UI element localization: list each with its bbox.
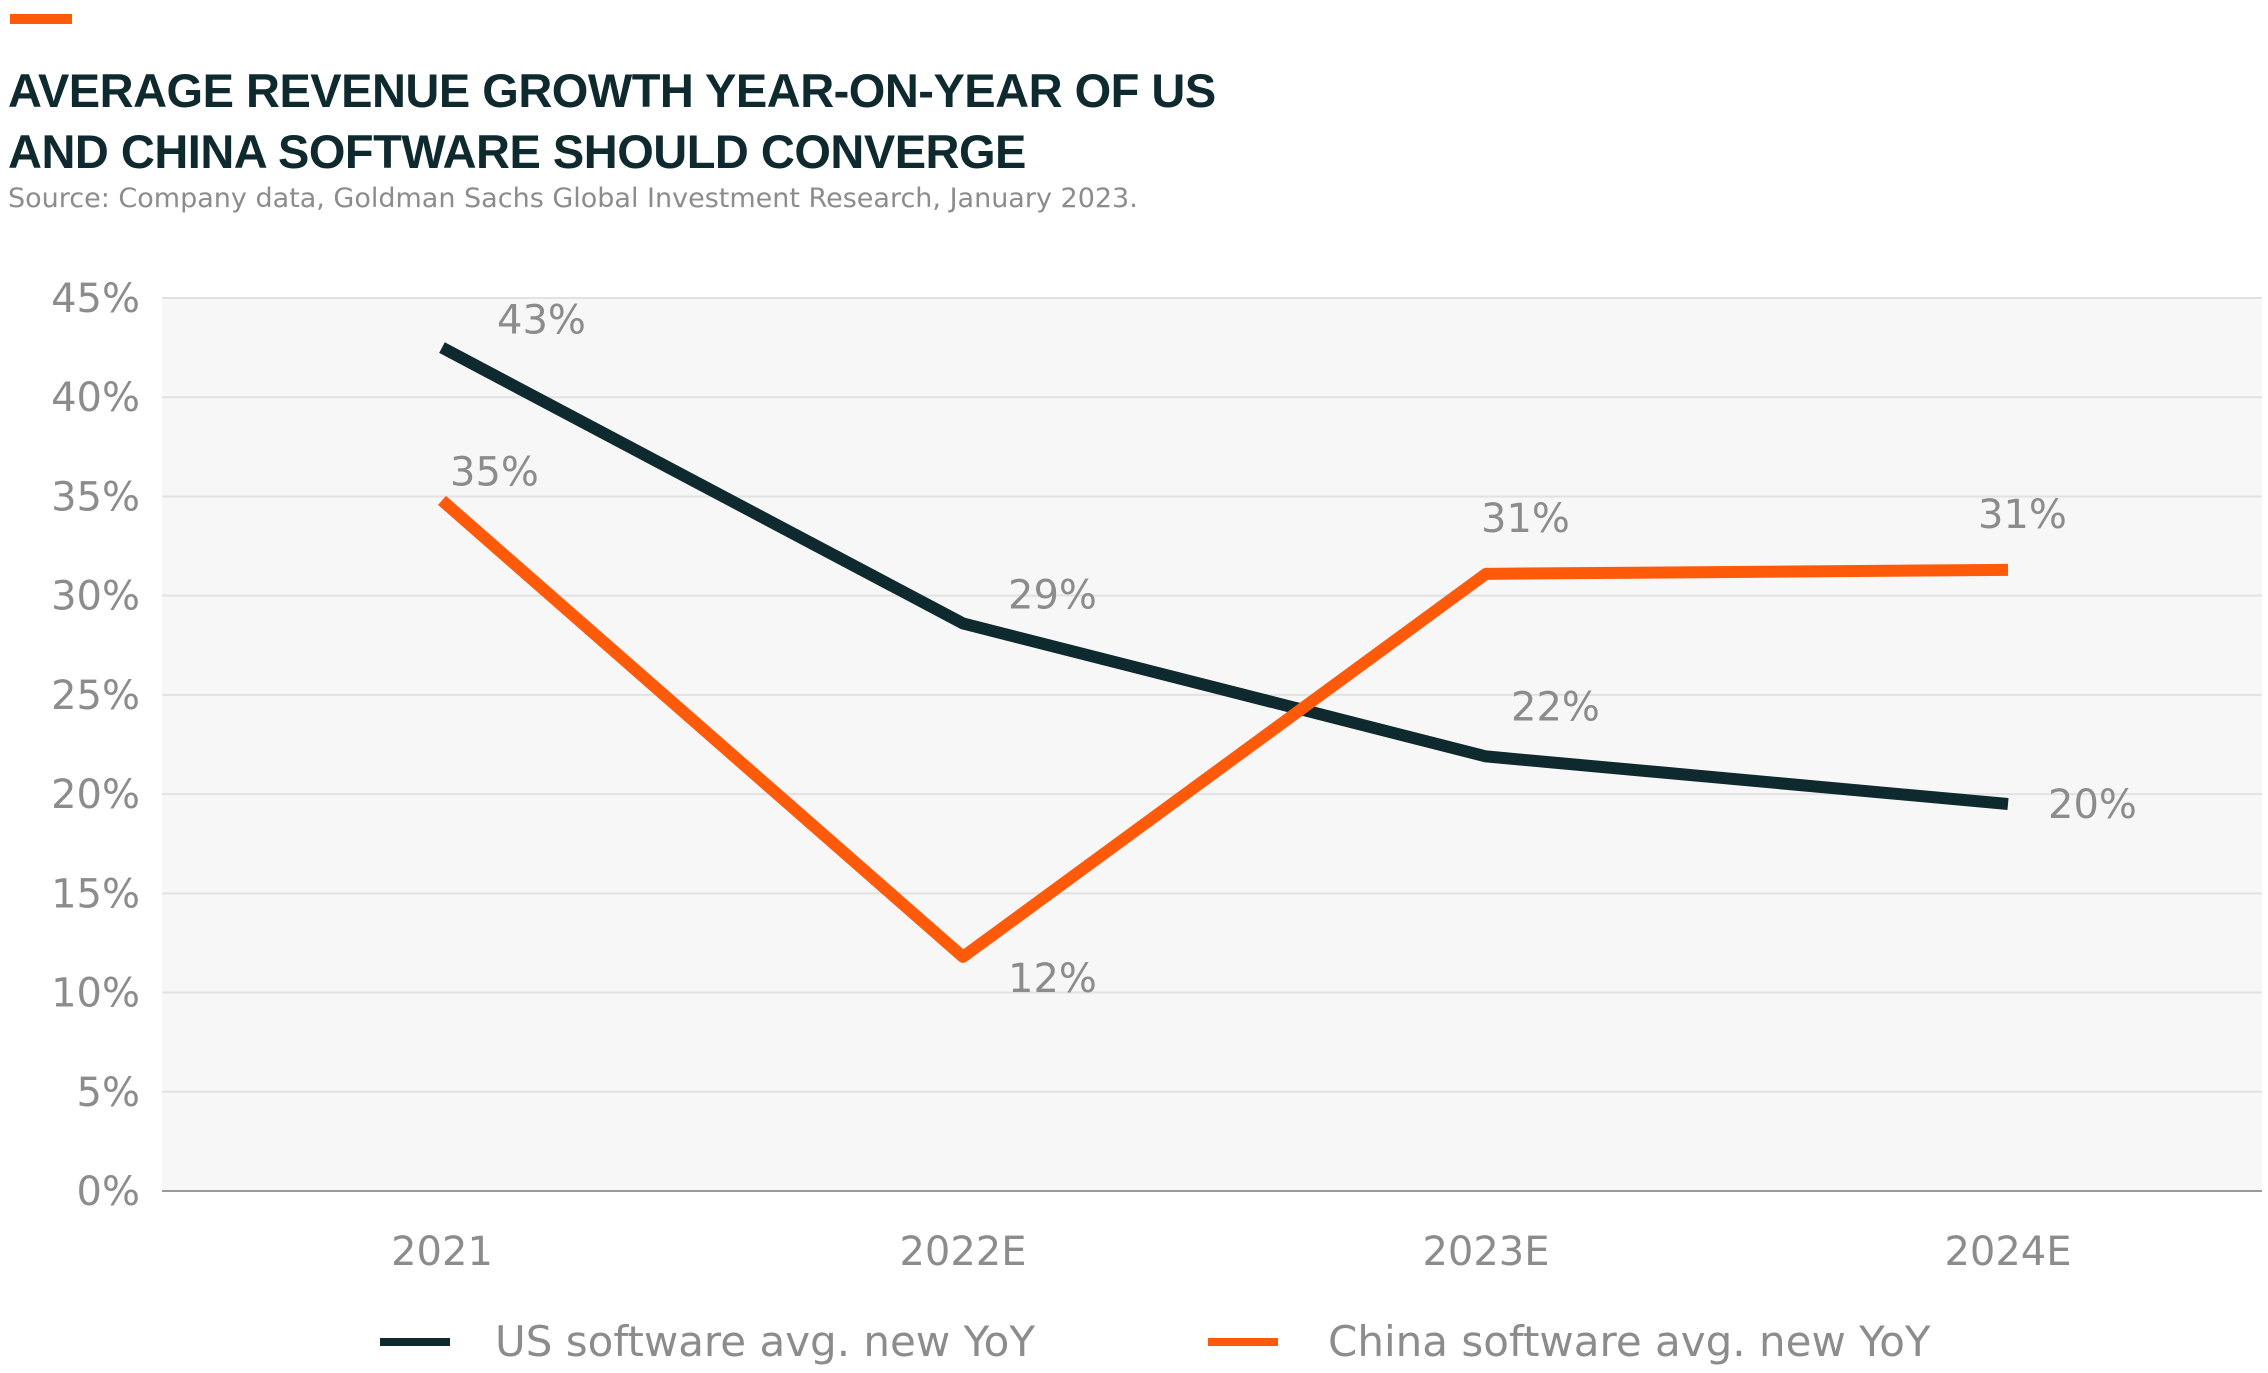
china-data-label: 35% [450, 449, 539, 495]
us-data-label: 22% [1511, 684, 1600, 730]
series-lines [438, 342, 2009, 963]
china-data-label: 12% [1008, 956, 1097, 1002]
y-tick-label: 40% [51, 375, 140, 421]
y-tick-label: 35% [51, 474, 140, 520]
chart-title-line-2: AND CHINA SOFTWARE SHOULD CONVERGE [8, 125, 1026, 178]
y-tick-label: 10% [51, 971, 140, 1017]
y-tick-label: 20% [51, 772, 140, 818]
us-data-label: 29% [1008, 572, 1097, 618]
chart-title: AVERAGE REVENUE GROWTH YEAR-ON-YEAR OF U… [8, 60, 1408, 182]
data-labels: 43% 29% 22% 20% 35% 12% 31% 31% [450, 298, 2137, 1002]
plot-background [162, 298, 2262, 1191]
chart-source: Source: Company data, Goldman Sachs Glob… [8, 183, 1138, 214]
legend-label-china: China software avg. new YoY [1328, 1317, 1931, 1366]
legend-label-us: US software avg. new YoY [495, 1317, 1035, 1366]
x-tick-label: 2022E [899, 1229, 1026, 1275]
x-tick-label: 2021 [391, 1229, 493, 1275]
y-tick-label: 5% [77, 1070, 140, 1116]
china-data-label: 31% [1481, 496, 1570, 542]
china-data-label: 31% [1978, 492, 2067, 538]
y-tick-label: 15% [51, 871, 140, 917]
accent-bar [10, 14, 72, 24]
y-tick-label: 30% [51, 574, 140, 620]
x-tick-label: 2023E [1422, 1229, 1549, 1275]
y-tick-label: 45% [51, 276, 140, 322]
y-tick-label: 0% [77, 1169, 140, 1215]
legend: US software avg. new YoY China software a… [380, 1317, 1931, 1366]
us-series-line [439, 342, 2009, 811]
us-data-label: 43% [497, 298, 586, 344]
x-tick-label: 2024E [1944, 1229, 2071, 1275]
axes: 0% 5% 10% 15% 20% 25% 30% 35% 40% 45% 2021 2022E 202… [51, 276, 2262, 1275]
y-tick-label: 25% [51, 673, 140, 719]
china-series-line [438, 495, 2009, 963]
chart-title-line-1: AVERAGE REVENUE GROWTH YEAR-ON-YEAR OF U… [8, 64, 1216, 117]
grid-lines [162, 297, 2262, 1093]
us-data-label: 20% [2048, 782, 2137, 828]
